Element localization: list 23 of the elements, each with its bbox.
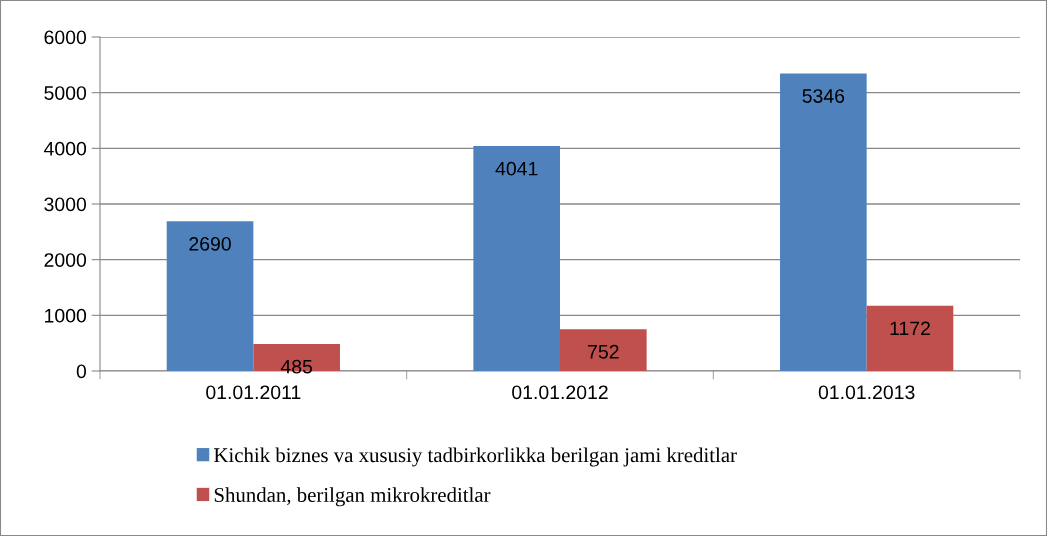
- x-tick-label: 01.01.2013: [818, 385, 915, 400]
- y-tick-label: 5000: [44, 86, 87, 100]
- legend-label: Kichik biznes va xususiy tadbirkorlikka berilgan jami kreditlar: [214, 447, 737, 467]
- bar: [166, 221, 254, 371]
- bar: [866, 305, 954, 371]
- data-label: 4041: [495, 161, 538, 176]
- data-label: 485: [280, 359, 313, 374]
- data-label: 1172: [890, 321, 930, 336]
- x-tick-label: 01.01.2012: [512, 385, 608, 400]
- bar: [560, 329, 647, 371]
- y-tick-label: 3000: [44, 197, 87, 212]
- data-label: 5346: [802, 89, 845, 103]
- y-tick-label: 6000: [44, 30, 87, 45]
- bar: [473, 146, 560, 371]
- bar: [780, 73, 867, 371]
- y-tick-label: 0: [76, 364, 87, 379]
- data-label: 752: [588, 344, 619, 359]
- y-tick-label: 1000: [45, 308, 87, 323]
- data-label: 2690: [189, 236, 231, 251]
- y-tick-label: 2000: [44, 253, 87, 267]
- legend-label: Shundan, berilgan mikrokreditlar: [214, 487, 491, 507]
- y-tick-label: 4000: [44, 141, 87, 156]
- x-tick-label: 01.01.2011: [206, 385, 301, 400]
